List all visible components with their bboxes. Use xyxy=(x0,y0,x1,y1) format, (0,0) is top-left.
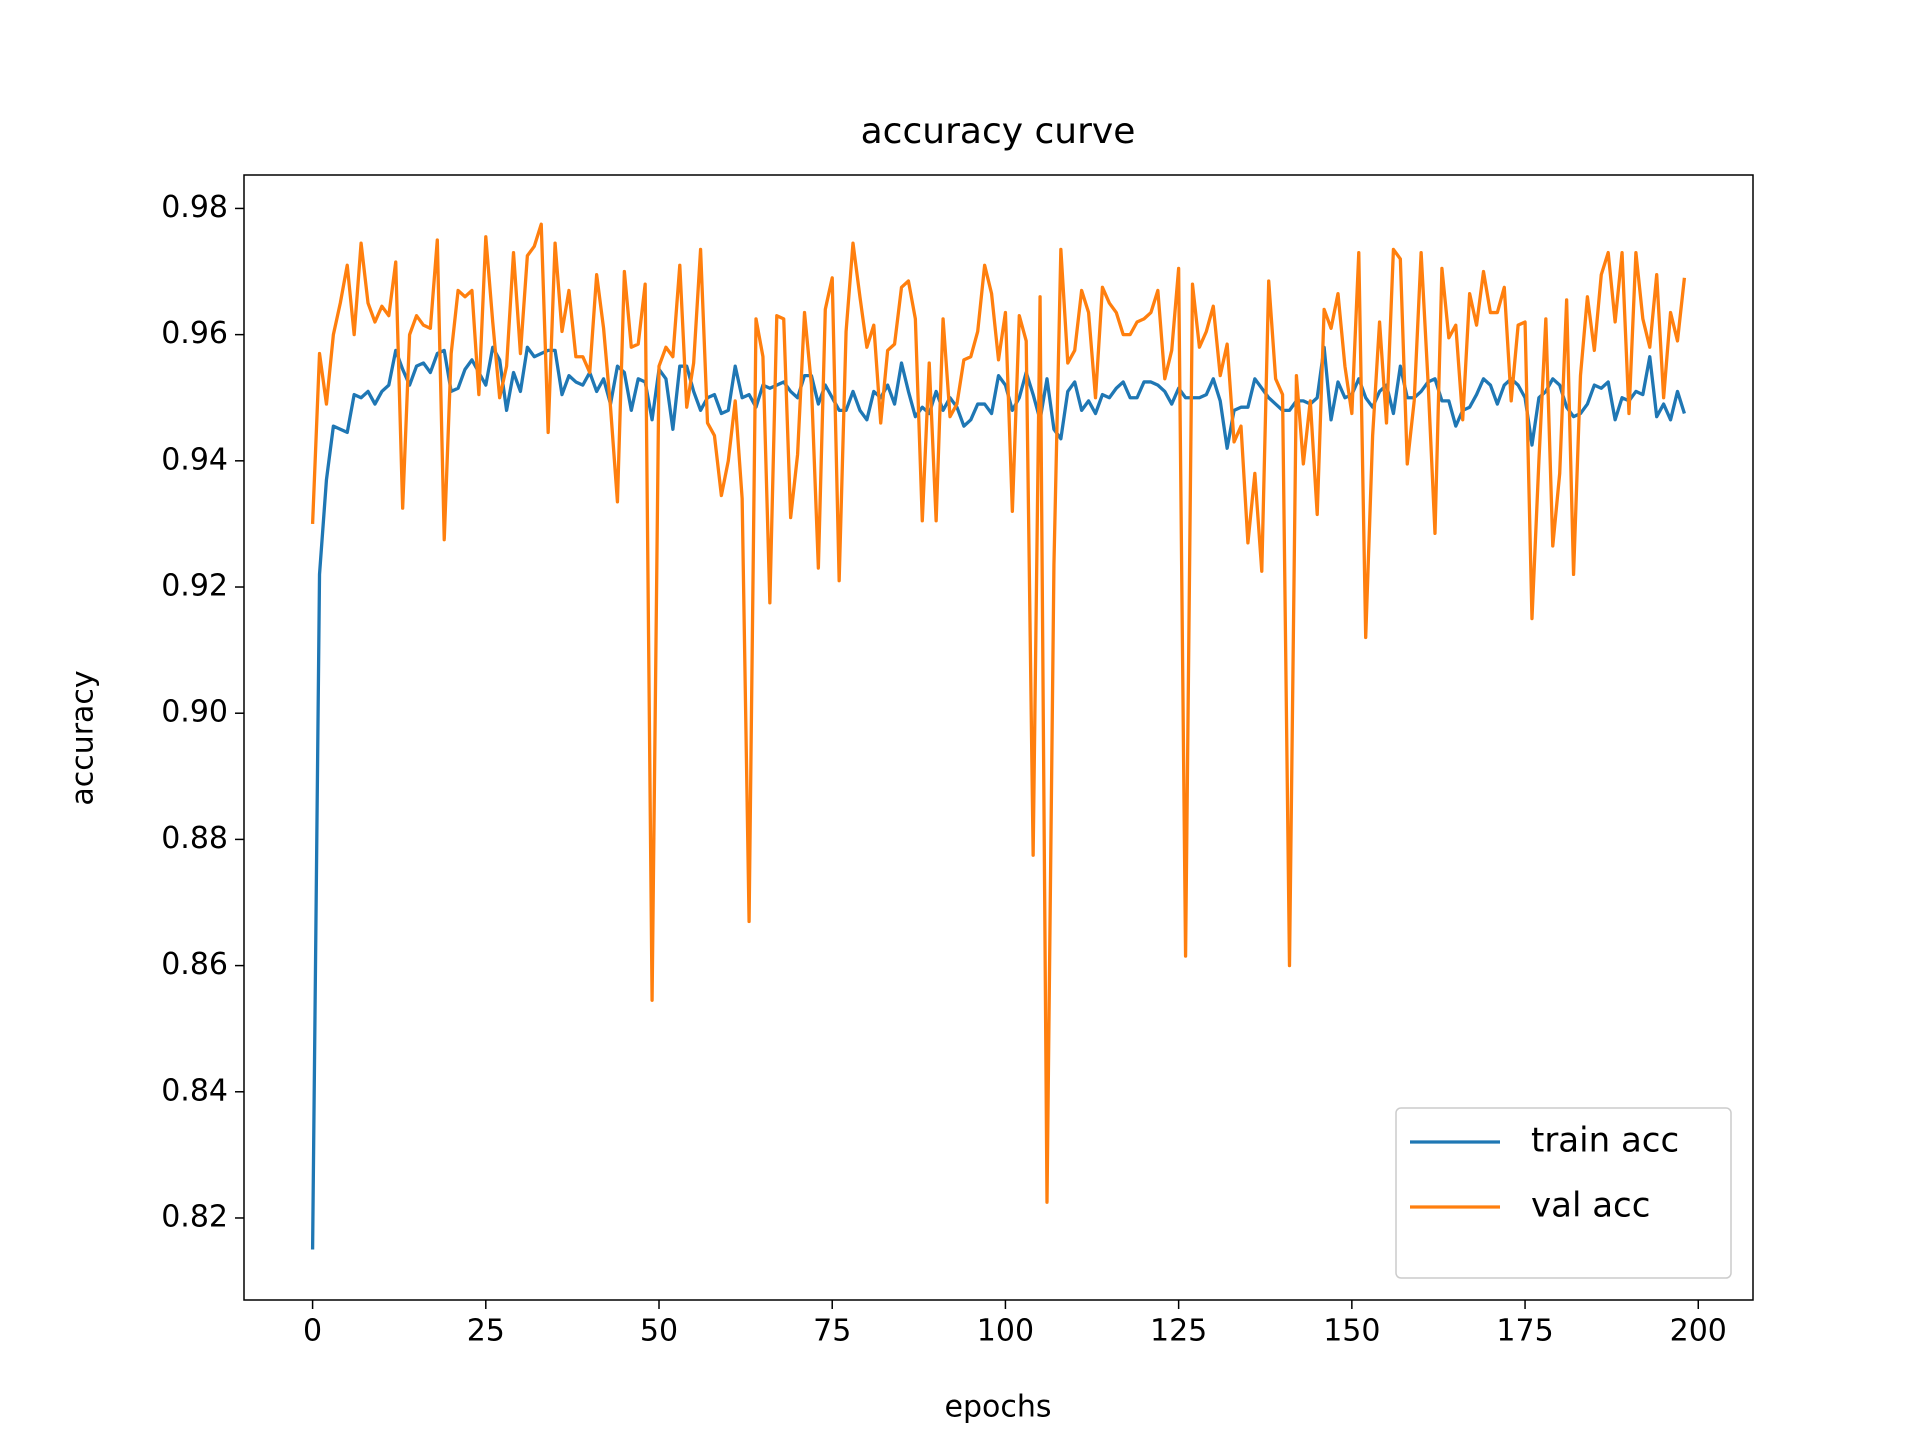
x-tick-label: 175 xyxy=(1496,1314,1553,1349)
y-tick-label: 0.88 xyxy=(161,821,228,856)
x-axis-label: epochs xyxy=(945,1390,1052,1425)
legend-label: val acc xyxy=(1531,1186,1650,1226)
x-tick-label: 125 xyxy=(1150,1314,1207,1349)
x-tick-label: 75 xyxy=(813,1314,851,1349)
x-tick-label: 100 xyxy=(977,1314,1034,1349)
plot-frame xyxy=(243,174,1754,1301)
x-tick-label: 200 xyxy=(1670,1314,1727,1349)
y-tick-label: 0.90 xyxy=(161,695,228,730)
y-tick-label: 0.92 xyxy=(161,569,228,604)
y-axis-label: accuracy xyxy=(66,670,101,805)
y-tick-label: 0.82 xyxy=(161,1199,228,1234)
line-series xyxy=(310,222,1687,1204)
y-tick-label: 0.84 xyxy=(161,1073,228,1108)
x-tick-label: 150 xyxy=(1323,1314,1380,1349)
y-tick-label: 0.86 xyxy=(161,947,228,982)
legend-box xyxy=(1395,1107,1732,1279)
x-tick-label: 25 xyxy=(467,1314,505,1349)
y-tick-label: 0.96 xyxy=(161,316,228,351)
x-tick-label: 50 xyxy=(640,1314,678,1349)
x-tick-label: 0 xyxy=(303,1314,322,1349)
y-tick-label: 0.94 xyxy=(161,442,228,477)
legend-label: train acc xyxy=(1531,1121,1679,1161)
chart-title: accuracy curve xyxy=(861,111,1136,152)
line-series xyxy=(310,345,1686,1250)
y-tick-label: 0.98 xyxy=(161,190,228,225)
